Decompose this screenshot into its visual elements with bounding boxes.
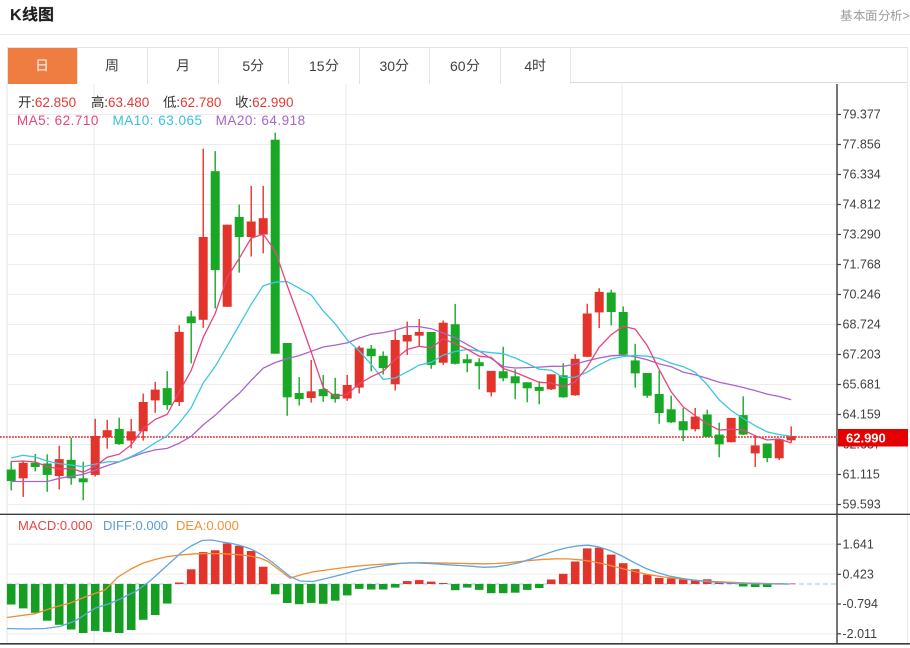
svg-text:71.768: 71.768 [843, 258, 881, 272]
svg-text:79.377: 79.377 [843, 108, 881, 122]
svg-text:73.290: 73.290 [843, 228, 881, 242]
svg-text:1.641: 1.641 [843, 537, 874, 551]
svg-text:70.246: 70.246 [843, 288, 881, 302]
svg-text:64.159: 64.159 [843, 408, 881, 422]
svg-text:61.115: 61.115 [843, 468, 880, 482]
svg-text:62.990: 62.990 [846, 430, 886, 445]
svg-text:-0.794: -0.794 [843, 597, 878, 611]
svg-text:77.856: 77.856 [843, 138, 881, 152]
svg-text:-2.011: -2.011 [843, 627, 878, 641]
svg-text:0.423: 0.423 [843, 568, 874, 582]
svg-text:59.593: 59.593 [843, 498, 881, 512]
svg-text:67.203: 67.203 [843, 348, 881, 362]
svg-text:68.724: 68.724 [843, 318, 881, 332]
svg-text:76.334: 76.334 [843, 168, 881, 182]
svg-text:65.681: 65.681 [843, 378, 881, 392]
svg-text:74.812: 74.812 [843, 198, 881, 212]
